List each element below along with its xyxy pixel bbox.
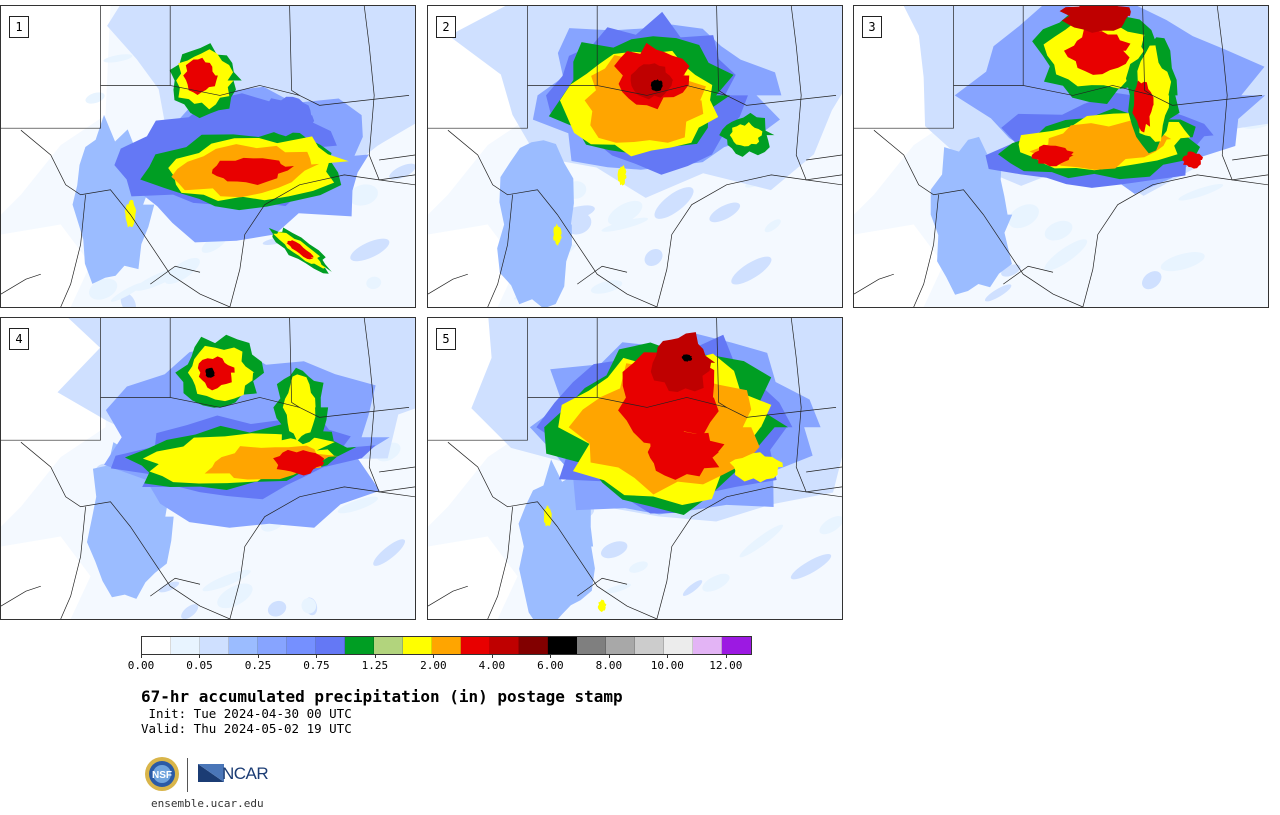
colorbar-swatch (403, 637, 432, 654)
nsf-logo-icon: NSF (145, 757, 179, 791)
init-time: Init: Tue 2024-04-30 00 UTC (141, 706, 352, 721)
colorbar-swatch (316, 637, 345, 654)
colorbar-swatch (374, 637, 403, 654)
member-panel-3: 3 (853, 5, 1269, 308)
nsf-seal-text: NSF (152, 770, 172, 781)
logos: NSF NCAR (144, 756, 284, 796)
colorbar-swatch (693, 637, 722, 654)
precip-map-5 (428, 318, 842, 619)
panel-number: 1 (9, 16, 29, 38)
colorbar-tick-label: 2.00 (420, 659, 447, 672)
colorbar-tick (141, 654, 142, 658)
panel-number: 2 (436, 16, 456, 38)
colorbar-tick (199, 654, 201, 658)
panel-number: 4 (9, 328, 29, 350)
ncar-mark-icon (198, 764, 224, 782)
precip-map-1 (1, 6, 415, 307)
figure-title: 67-hr accumulated precipitation (in) pos… (141, 687, 623, 706)
colorbar-tick-label: 0.00 (127, 659, 155, 672)
colorbar-swatch (229, 637, 258, 654)
colorbar-swatch (200, 637, 229, 654)
colorbar-tick (257, 654, 259, 658)
colorbar-swatch (606, 637, 635, 654)
colorbar-swatch (490, 637, 519, 654)
colorbar-swatch (577, 637, 606, 654)
precip-map-2 (428, 6, 842, 307)
colorbar-tick-label: 6.00 (537, 659, 564, 672)
colorbar-tick-labels: 0.00 0.05 0.25 0.75 1.25 2.00 4.00 6.00 8.00 10.0… (128, 654, 756, 678)
precip-map-3 (854, 6, 1268, 307)
colorbar-tick (550, 654, 552, 658)
member-panel-1: 1 (0, 5, 416, 308)
colorbar-tick-label: 0.05 (186, 659, 213, 672)
colorbar-tick (433, 654, 435, 658)
colorbar-tick-label: 0.75 (303, 659, 330, 672)
colorbar-tick (667, 654, 669, 658)
colorbar (141, 636, 752, 655)
colorbar-tick (316, 654, 318, 658)
colorbar-swatch (142, 637, 171, 654)
colorbar-tick (374, 654, 376, 658)
colorbar-tick-label: 12.00 (709, 659, 743, 672)
site-url: ensemble.ucar.edu (151, 797, 264, 810)
colorbar-swatch (432, 637, 461, 654)
valid-time: Valid: Thu 2024-05-02 19 UTC (141, 721, 352, 736)
colorbar-tick-label: 8.00 (595, 659, 623, 672)
colorbar-swatch (722, 637, 751, 654)
colorbar-swatch (258, 637, 287, 654)
colorbar-swatch (519, 637, 548, 654)
colorbar-swatch (345, 637, 374, 654)
colorbar-tick-label: 10.00 (650, 659, 684, 672)
colorbar-tick (491, 654, 493, 658)
precip-map-4 (1, 318, 415, 619)
colorbar-swatch (664, 637, 693, 654)
colorbar-swatch (548, 637, 577, 654)
colorbar-tick-label: 1.25 (361, 659, 389, 672)
colorbar-tick (725, 654, 727, 658)
member-panel-2: 2 (427, 5, 843, 308)
panel-number: 3 (862, 16, 882, 38)
member-panel-5: 5 (427, 317, 843, 620)
panel-number: 5 (436, 328, 456, 350)
ncar-logo-text: NCAR (222, 764, 269, 783)
colorbar-swatch (287, 637, 316, 654)
colorbar-swatch (461, 637, 490, 654)
colorbar-swatch (635, 637, 664, 654)
colorbar-tick (608, 654, 610, 658)
colorbar-tick-label: 0.25 (244, 659, 272, 672)
colorbar-swatch (171, 637, 200, 654)
colorbar-tick-label: 4.00 (478, 659, 506, 672)
logo-divider (187, 758, 188, 792)
member-panel-4: 4 (0, 317, 416, 620)
